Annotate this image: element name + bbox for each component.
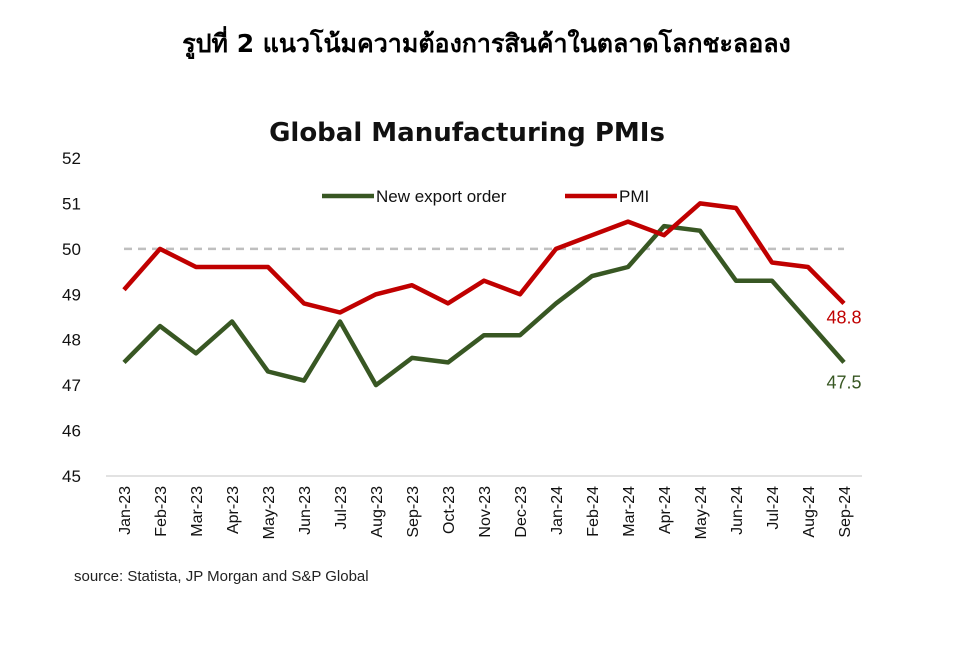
x-tick-label: Jul-24 xyxy=(765,486,782,530)
x-tick-label: Mar-23 xyxy=(189,486,206,537)
x-tick-label: Jan-24 xyxy=(549,486,566,535)
y-tick-label: 46 xyxy=(62,422,81,441)
y-tick-label: 50 xyxy=(62,240,81,259)
legend: New export order PMI xyxy=(322,187,649,206)
x-tick-label: Jun-24 xyxy=(729,486,746,535)
x-tick-label: May-23 xyxy=(261,486,278,539)
x-tick-label: Jan-23 xyxy=(117,486,134,535)
x-tick-label: Apr-23 xyxy=(225,486,242,534)
x-tick-label: Feb-24 xyxy=(585,486,602,537)
end-value-label: 47.5 xyxy=(826,372,861,392)
y-tick-label: 51 xyxy=(62,194,81,213)
x-tick-label: Jun-23 xyxy=(297,486,314,535)
x-tick-label: Dec-23 xyxy=(513,486,530,538)
legend-label: New export order xyxy=(376,187,507,206)
legend-label: PMI xyxy=(619,187,649,206)
y-tick-label: 49 xyxy=(62,285,81,304)
x-tick-label: Sep-24 xyxy=(837,486,854,538)
y-tick-label: 47 xyxy=(62,376,81,395)
y-tick-label: 45 xyxy=(62,467,81,486)
chart-title: Global Manufacturing PMIs xyxy=(269,118,665,148)
y-tick-label: 48 xyxy=(62,331,81,350)
source-note: source: Statista, JP Morgan and S&P Glob… xyxy=(74,568,369,585)
x-tick-label: Nov-23 xyxy=(477,486,494,538)
x-tick-label: Mar-24 xyxy=(621,486,638,537)
x-tick-label: Sep-23 xyxy=(405,486,422,538)
series-line-new-export-order xyxy=(122,223,846,388)
y-axis: 45 46 47 48 49 50 51 52 xyxy=(62,149,81,486)
x-tick-label: May-24 xyxy=(693,486,710,539)
x-axis: Jan-23 Feb-23 Mar-23 Apr-23 May-23 Jun-23 Jul-… xyxy=(117,486,854,539)
y-tick-label: 52 xyxy=(62,149,81,168)
series-line-pmi xyxy=(122,201,846,315)
x-tick-label: Aug-23 xyxy=(369,486,386,538)
x-tick-label: Feb-23 xyxy=(153,486,170,537)
x-tick-label: Apr-24 xyxy=(657,486,674,534)
x-tick-label: Jul-23 xyxy=(333,486,350,530)
x-tick-label: Oct-23 xyxy=(441,486,458,534)
end-value-label: 48.8 xyxy=(826,307,861,327)
x-tick-label: Aug-24 xyxy=(801,486,818,538)
figure-title: รูปที่ 2 แนวโน้มความต้องการสินค้าในตลาดโ… xyxy=(182,29,791,58)
